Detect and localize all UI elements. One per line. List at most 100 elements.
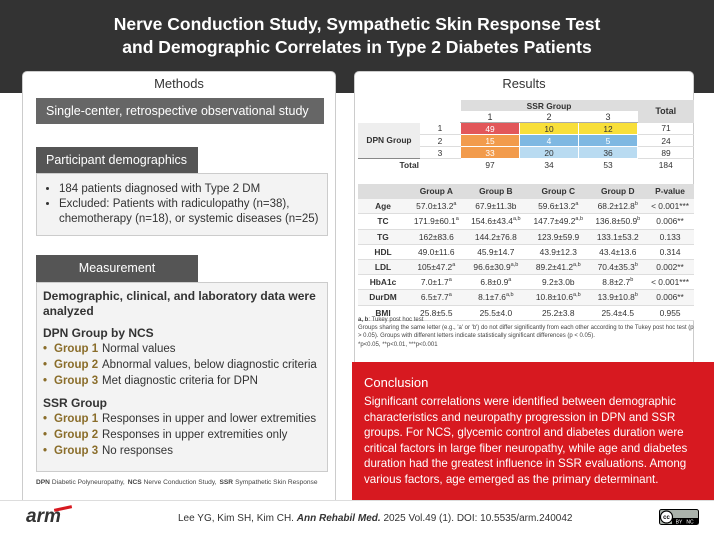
cell: 25.2±3.8 (527, 305, 590, 321)
cell-letter: a (575, 201, 579, 208)
cell: 25.8±5.5 (408, 305, 465, 321)
count-cell: 49 (460, 122, 520, 135)
cell-letter: a (448, 277, 452, 284)
bullet-dot: • (43, 343, 48, 355)
total-row: Total 97 34 53 184 (358, 158, 694, 171)
cell: 162±83.6 (408, 229, 465, 245)
bullet-dot: • (43, 375, 48, 387)
table-notes: a, b: Tukey post hoc test Groups sharing… (358, 316, 694, 349)
study-design: Single-center, retrospective observation… (36, 98, 324, 124)
data-row: Age 57.0±13.2a 67.9±11.3b 59.6±13.2a 68.2±12… (358, 198, 694, 215)
cell: 154.6±43.4a,b (464, 213, 528, 230)
col-header: P-value (646, 184, 694, 200)
row-label: BMI (358, 305, 408, 321)
cell-value: 6.5±7.7 (420, 292, 449, 303)
logo: arm (26, 506, 61, 527)
badge-strip (672, 518, 699, 525)
col-header: Group C (527, 184, 590, 200)
data-row: 3 33 20 36 89 (358, 146, 694, 159)
bullet-dot: • (43, 445, 48, 457)
cell: 13.9±10.8b (589, 289, 647, 306)
group-item: • Group 2 Abnormal values, below diagnosti… (43, 357, 321, 373)
row-label: 1 (420, 122, 461, 135)
license-badge: cc BY NC (659, 509, 699, 525)
group-item: • Group 2 Responses in upper extremities o… (43, 427, 321, 443)
cell: 147.7±49.2a,b (527, 213, 590, 230)
row-label: TC (358, 213, 408, 230)
cell: 45.9±14.7 (464, 244, 528, 260)
data-row: TC 171.9±60.1a 154.6±43.4a,b 147.7±49.2a,b 1… (358, 213, 694, 230)
cell-letter: b (637, 216, 641, 223)
cell-letter: a,b (505, 292, 514, 299)
row-label: DurDM (358, 289, 408, 306)
col-label: 2 (519, 111, 579, 123)
note: *p<0.05, **p<0.01, ***p<0.001 (358, 341, 438, 348)
cell-letter: a (453, 201, 457, 208)
column-total: 97 (485, 159, 495, 170)
license-nc: NC (686, 519, 694, 525)
data-row: HbA1c 7.0±1.7a 6.8±0.9a 9.2±3.0b 8.8±2.7b < 0… (358, 274, 694, 291)
section-title: Participant demographics (36, 147, 198, 173)
note-key: a, b (358, 317, 369, 323)
title-line: and Demographic Correlates in Type 2 Dia… (122, 37, 592, 57)
cell-letter: a,b (575, 216, 584, 223)
group-text: Responses in upper and lower extremities (102, 413, 317, 425)
cell-value: 96.6±30.9 (473, 262, 511, 273)
header-row: SSR Group Total (358, 100, 694, 123)
group-label: Group 1 (54, 413, 99, 425)
cell-value: 8.8±2.7 (602, 277, 631, 288)
cell: 70.4±35.3b (589, 259, 647, 276)
citation: Lee YG, Kim SH, Kim CH. Ann Rehabil Med.… (178, 513, 572, 524)
cell: 96.6±30.9a,b (464, 259, 528, 276)
row-header: DPN Group (358, 122, 420, 159)
total-label: Total (399, 159, 419, 170)
count-cell: 15 (460, 134, 520, 147)
cell: 8.8±2.7b (589, 274, 647, 291)
cell: 8.1±7.6a,b (464, 289, 528, 306)
row-label: 2 (420, 134, 461, 147)
data-row: TG 162±83.6 144.2±76.8 123.9±59.9 133.1±53.2… (358, 229, 694, 245)
col-header: Group D (589, 184, 647, 200)
count-cell: 20 (519, 146, 579, 159)
cell: 25.4±4.5 (589, 305, 647, 321)
abbr-text: Nerve Conduction Study, (143, 479, 217, 486)
cell: 171.9±60.1a (408, 213, 465, 230)
group-label: Group 1 (54, 343, 99, 355)
group-title: SSR Group (43, 396, 108, 410)
methods-tab: Methods (22, 71, 336, 94)
grand-total: 184 (658, 159, 673, 170)
measurement-box: Demographic, clinical, and laboratory da… (36, 282, 328, 472)
note: a, b: Tukey post hoc test (358, 316, 694, 324)
conclusion-text: Significant correlations were identified… (364, 395, 688, 486)
cell-value: 147.7±49.2 (533, 216, 576, 227)
cell: 133.1±53.2 (589, 229, 647, 245)
group-text: Responses in upper extremities only (102, 429, 288, 441)
column-total: 34 (544, 159, 554, 170)
row-total: 89 (637, 146, 694, 159)
ssr-table-wrap: SSR Group Total 1 2 3 DPN Group 1 49 10 12 71 2 15 4 5… (358, 100, 694, 170)
data-row: BMI 25.8±5.5 25.5±4.0 25.2±3.8 25.4±4.5 0.955 (358, 305, 694, 321)
cell: 105±47.2a (408, 259, 465, 276)
count-cell: 33 (460, 146, 520, 159)
cell-value: 136.8±50.9 (595, 216, 638, 227)
journal: Ann Rehabil Med. (296, 513, 381, 524)
cell-letter: b (630, 277, 634, 284)
header-row: Group A Group B Group C Group D P-value (358, 184, 694, 200)
data-row: DPN Group 1 49 10 12 71 (358, 122, 694, 159)
row-label: LDL (358, 259, 408, 276)
cell: 67.9±11.3b (464, 198, 528, 215)
cell-letter: b (634, 201, 638, 208)
cell-value: 70.4±35.3 (597, 262, 635, 273)
data-row: 2 15 4 5 24 (358, 134, 694, 147)
col-header: Group A (408, 184, 465, 200)
row-total: 71 (637, 122, 694, 135)
cell: 136.8±50.9b (589, 213, 647, 230)
group-text: No responses (102, 445, 173, 457)
data-row: DurDM 6.5±7.7a 8.1±7.6a,b 10.8±10.6a,b 13.9±… (358, 289, 694, 306)
note-text: : Tukey post hoc test (368, 317, 424, 323)
data-row: HDL 49.0±11.6 45.9±14.7 43.9±12.3 43.4±13.6 0… (358, 244, 694, 260)
cell-value: 8.1±7.6 (478, 292, 506, 303)
group-label: Group 3 (54, 445, 99, 457)
cell-value: 6.8±0.9 (480, 277, 509, 288)
